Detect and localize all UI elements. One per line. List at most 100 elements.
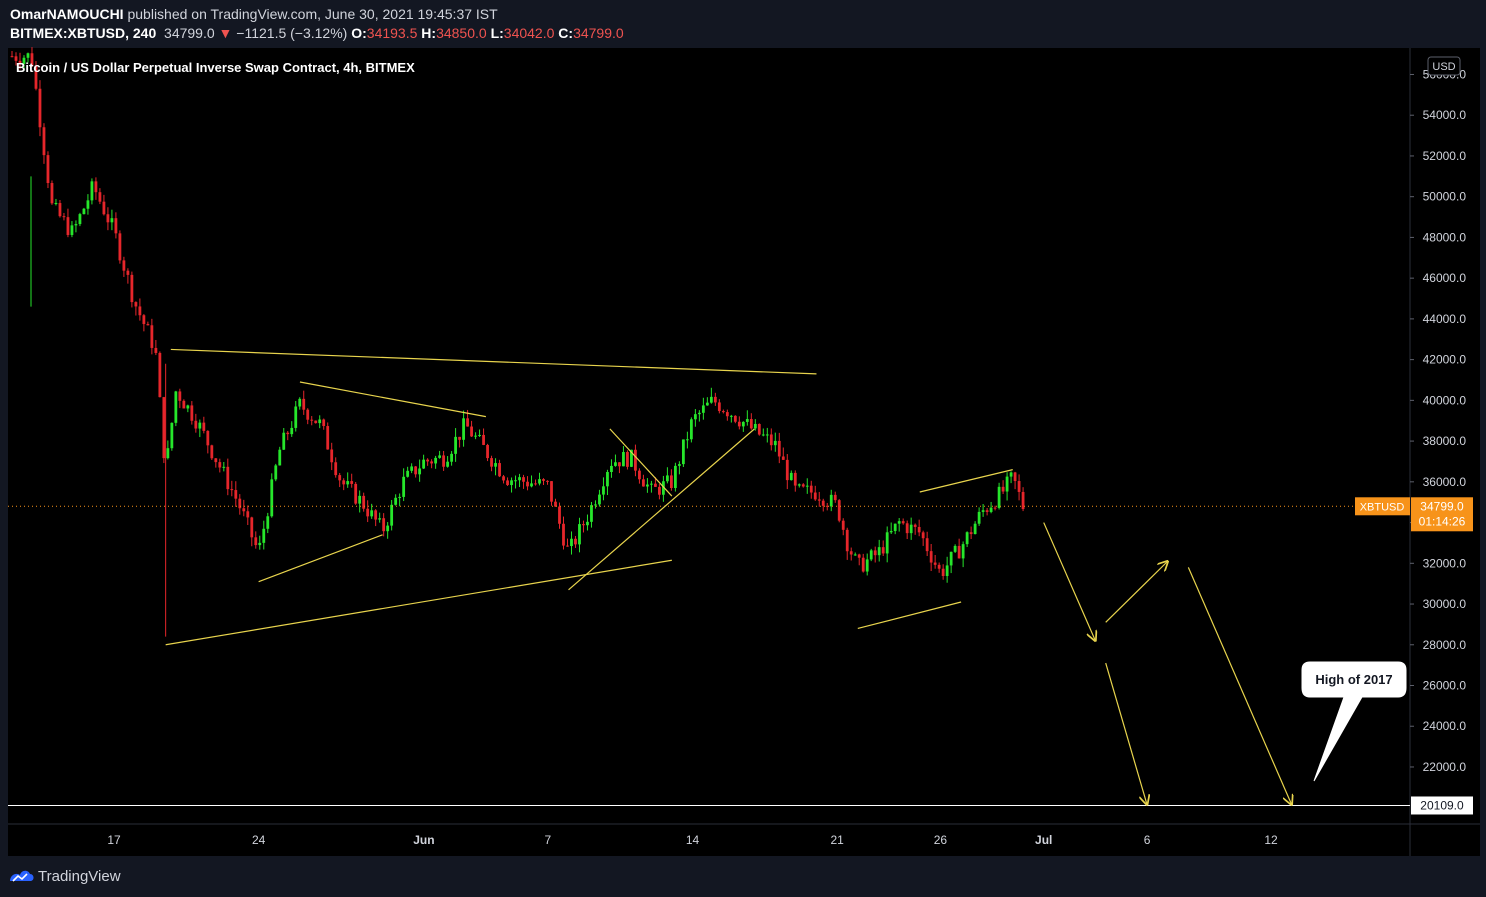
candle-body [502, 476, 505, 481]
candle-body [817, 499, 821, 501]
candle-body [470, 426, 473, 437]
candle-body [310, 419, 314, 421]
candle-body [562, 523, 565, 546]
candle-body [250, 517, 254, 538]
candle-body [526, 481, 529, 487]
candle-body [286, 432, 290, 435]
candle-body [414, 466, 418, 475]
plot-area[interactable] [8, 48, 1410, 824]
candle-body [382, 518, 386, 532]
x-tick-label: Jul [1035, 833, 1052, 847]
candle-body [598, 494, 601, 505]
candle-body [138, 306, 142, 316]
close-value: 34799.0 [573, 25, 624, 41]
candle-body [594, 504, 597, 506]
footer [0, 860, 1486, 897]
candle-body [418, 468, 422, 475]
candle-body [514, 480, 517, 482]
x-tick-label: 24 [252, 833, 266, 847]
candle-body [242, 508, 246, 512]
candle-body [154, 347, 158, 353]
trend-line [919, 469, 1013, 493]
price-change: −1121.5 (−3.12%) [236, 25, 348, 41]
candle-body [809, 485, 813, 493]
candle-body [434, 457, 438, 464]
candle-body [1013, 472, 1017, 482]
candle-body [673, 465, 677, 488]
trend-line [165, 559, 672, 646]
candle-body [677, 464, 681, 466]
tradingview-logo-icon[interactable] [8, 866, 36, 886]
candle-body [865, 559, 869, 572]
candle-body [198, 422, 202, 429]
symbol-label: BITMEX:XBTUSD, 240 [10, 25, 157, 41]
trend-line [609, 428, 673, 497]
candle-body [877, 547, 881, 556]
candle-body [973, 523, 977, 535]
candle-body [833, 494, 837, 501]
candle-body [26, 53, 30, 58]
quote-line: BITMEX:XBTUSD, 240 34799.0 ▼ −1121.5 (−3… [10, 25, 624, 41]
currency-badge[interactable] [1427, 56, 1461, 76]
candle-body [781, 456, 785, 460]
candle-body [650, 483, 653, 485]
last-price-value: 34799.0 [1420, 499, 1464, 513]
support-label-box [1411, 796, 1473, 815]
candle-body [945, 565, 949, 577]
candle-body [538, 479, 541, 484]
candle-body [897, 521, 901, 524]
candle-body [634, 449, 637, 471]
brand-label[interactable]: TradingView [38, 868, 121, 885]
candle-body [606, 472, 609, 487]
candle-body [729, 415, 733, 417]
candle-body [234, 490, 238, 499]
callout-text: High of 2017 [1315, 672, 1392, 687]
author-name[interactable]: OmarNAMOUCHI [10, 6, 124, 22]
candle-body [22, 57, 26, 64]
candle-body [933, 562, 937, 565]
candle-body [941, 568, 945, 577]
x-tick-label: 7 [545, 833, 552, 847]
candle-body [929, 551, 933, 563]
candle-body [486, 444, 489, 459]
candle-body [558, 506, 561, 524]
projection-arrow [1105, 561, 1168, 623]
candle-body [757, 423, 761, 435]
time-axis[interactable] [8, 824, 1410, 856]
candle-body [869, 550, 873, 560]
candle-body [206, 430, 210, 446]
price-axis[interactable] [1410, 48, 1480, 824]
candle-body [282, 432, 286, 450]
candle-body [318, 419, 322, 424]
candle-body [638, 470, 641, 480]
open-value: 34193.5 [366, 25, 418, 41]
candle-body [230, 489, 234, 491]
candle-body [630, 449, 633, 467]
candle-body [893, 523, 897, 532]
candle-body [693, 414, 697, 420]
candle-body [190, 405, 194, 421]
candle-body [510, 480, 513, 486]
candle-body [90, 181, 94, 201]
y-tick-label: 54000.0 [1423, 108, 1467, 122]
candle-body [669, 475, 673, 488]
candle-body [410, 466, 414, 471]
candle-body [194, 420, 198, 429]
candle-body [254, 537, 258, 546]
candle-body [949, 551, 953, 566]
candle-body [602, 486, 605, 495]
candle-body [50, 183, 54, 204]
candle-body [222, 466, 226, 468]
y-tick-label: 46000.0 [1423, 271, 1467, 285]
candle-body [717, 402, 721, 412]
candle-body [270, 479, 274, 517]
candle-body [482, 434, 485, 445]
candle-body [749, 419, 753, 429]
low-label: L: [490, 25, 504, 41]
candle-body [202, 422, 206, 431]
candle-body [186, 405, 190, 409]
candle-body [78, 214, 82, 225]
candle-body [130, 274, 134, 303]
low-value: 34042.0 [503, 25, 555, 41]
